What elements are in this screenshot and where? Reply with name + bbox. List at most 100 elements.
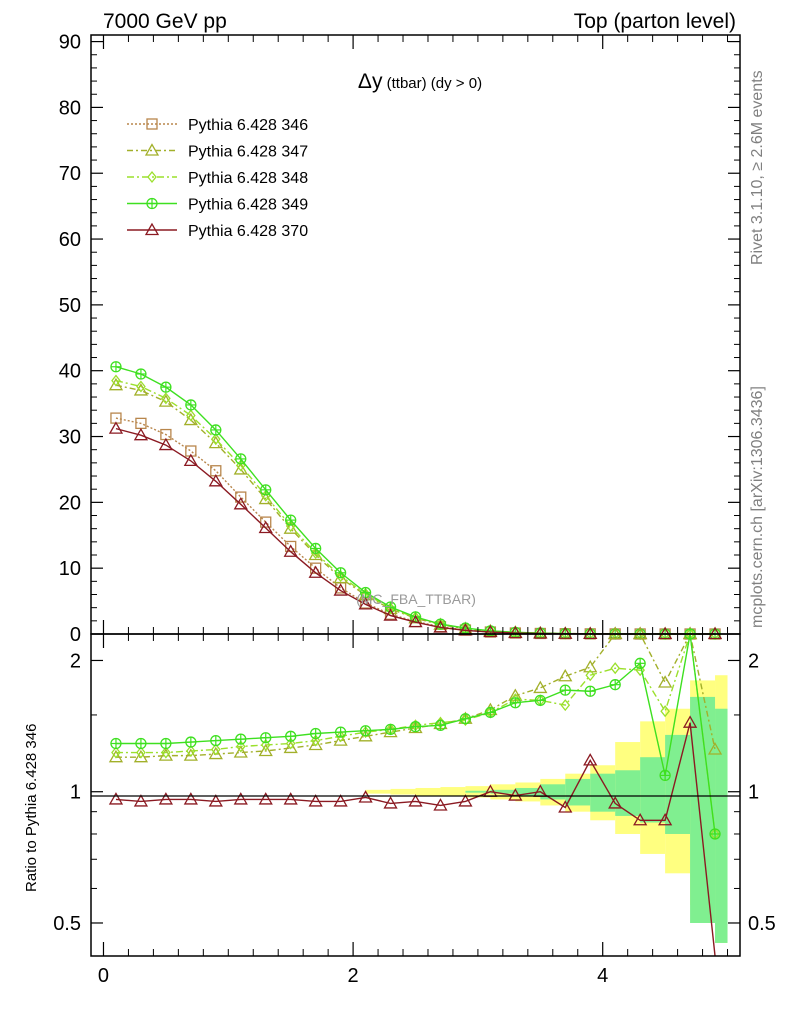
ratio-point (310, 734, 321, 747)
ratio-point (383, 796, 398, 809)
legend-entry: Pythia 6.428 346 (127, 117, 308, 134)
ratio-point (283, 792, 298, 805)
ratio-series-pythia-6-428-349 (110, 628, 721, 840)
ratio-point (610, 662, 621, 675)
ratio-y-tick-label-right: 0.5 (748, 913, 776, 935)
ratio-line (115, 631, 716, 758)
data-point (160, 381, 172, 393)
data-point (533, 626, 548, 639)
data-point (108, 421, 124, 434)
data-point (186, 409, 196, 422)
ratio-point (185, 736, 197, 748)
data-point (308, 565, 323, 578)
legend-entry: Pythia 6.428 370 (127, 222, 308, 240)
ratio-series-layer (108, 626, 723, 957)
ratio-point (433, 798, 448, 811)
ratio-axis-ticks: 0 2 4 0.5 0.5 1 1 2 2 (53, 35, 776, 987)
ratio-point (633, 812, 648, 826)
ratio-point (560, 699, 571, 712)
ratio-y-tick-label: 0.5 (53, 913, 81, 935)
ratio-point (135, 737, 147, 750)
collision-label: 7000 GeV pp (103, 10, 227, 33)
ratio-point (310, 727, 322, 740)
ratio-point (208, 746, 223, 760)
data-point (233, 497, 248, 510)
legend-entry: Pythia 6.428 347 (127, 143, 308, 161)
data-point (483, 624, 498, 638)
ratio-point (333, 733, 348, 746)
ratio-y-tick-label-right: 2 (748, 650, 759, 672)
band-bin (515, 787, 541, 796)
data-point (433, 620, 448, 633)
legend-label: Pythia 6.428 349 (188, 197, 308, 214)
ratio-point (657, 812, 673, 826)
x-tick-label: 4 (597, 965, 608, 987)
ratio-point (233, 745, 248, 758)
data-point (183, 412, 198, 426)
legend-swatch-marker (147, 170, 157, 184)
y-tick-label: 10 (59, 558, 81, 580)
band-bin (490, 789, 516, 794)
mcplots-label: mcplots.cern.ch [arXiv:1306.3436] (749, 386, 766, 628)
legend-label: Pythia 6.428 348 (188, 170, 308, 187)
band-bin (440, 787, 466, 797)
data-point (210, 424, 222, 436)
band-bin (715, 708, 728, 943)
y-tick-label: 80 (59, 97, 81, 119)
data-point (158, 437, 174, 451)
y-tick-label: 50 (59, 295, 81, 317)
ratio-point (333, 794, 348, 807)
ratio-point (110, 737, 122, 750)
ratio-point (459, 713, 472, 725)
ratio-point (133, 794, 149, 807)
band-bin (665, 734, 691, 834)
legend-swatch-marker (146, 197, 158, 210)
ratio-point (458, 794, 473, 807)
data-point (458, 623, 473, 636)
ratio-point (335, 730, 346, 743)
ratio-point (709, 828, 721, 840)
data-point (358, 597, 373, 610)
ratio-point (359, 725, 372, 737)
ratio-y-tick-label: 1 (70, 782, 81, 804)
ratio-point (283, 740, 298, 754)
ratio-point (183, 792, 198, 805)
y-tick-label: 0 (70, 624, 81, 646)
data-point (136, 380, 146, 393)
ratio-point (358, 790, 373, 803)
y-tick-label: 30 (59, 427, 81, 449)
ratio-point (533, 680, 548, 694)
data-point (235, 491, 247, 503)
data-point (110, 361, 122, 373)
data-point (133, 427, 149, 441)
ratio-point (136, 746, 146, 759)
ratio-point (508, 788, 523, 801)
y-tick-label: 70 (59, 163, 81, 185)
data-point (383, 608, 398, 621)
ratio-point (158, 792, 174, 805)
ratio-point (608, 796, 623, 809)
data-point (508, 625, 523, 639)
band-bin (390, 788, 416, 795)
ratio-point (609, 679, 621, 691)
legend-label: Pythia 6.428 370 (188, 223, 308, 240)
data-point (283, 544, 298, 557)
ratio-point (509, 697, 521, 709)
band-bin (640, 757, 666, 823)
ratio-point (635, 664, 645, 677)
ratio-point (409, 721, 422, 733)
ratio-point (133, 749, 149, 763)
ratio-point (186, 744, 196, 758)
ratio-point (660, 705, 670, 718)
ratio-point (233, 792, 248, 805)
data-point (707, 626, 723, 640)
plot-title: Δy (ttbar) (dy > 0) (358, 70, 482, 93)
ratio-point (258, 743, 273, 757)
ratio-point (308, 794, 323, 807)
ratio-plot-frame (90, 633, 741, 957)
plot-title-sub: (ttbar) (dy > 0) (382, 75, 482, 92)
legend-label: Pythia 6.428 346 (188, 117, 308, 134)
ratio-point (285, 737, 296, 750)
legend-swatch-marker (144, 222, 160, 236)
ratio-point (158, 748, 174, 761)
